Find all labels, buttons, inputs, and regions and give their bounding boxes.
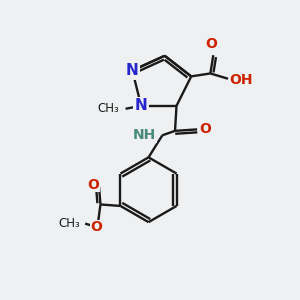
- Text: CH₃: CH₃: [58, 217, 80, 230]
- Text: N: N: [126, 63, 139, 78]
- Text: O: O: [205, 37, 217, 51]
- Text: N: N: [135, 98, 148, 113]
- Text: O: O: [200, 122, 211, 136]
- Text: O: O: [91, 220, 103, 234]
- Text: NH: NH: [133, 128, 156, 142]
- Text: CH₃: CH₃: [97, 102, 119, 115]
- Text: OH: OH: [230, 73, 253, 87]
- Text: O: O: [87, 178, 99, 192]
